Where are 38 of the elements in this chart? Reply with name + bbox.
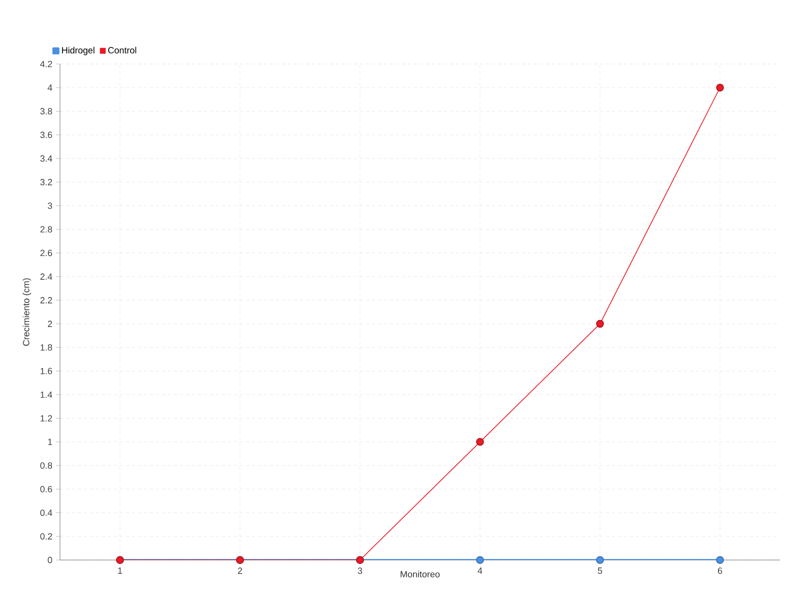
legend-label: Hidrogel [62, 46, 94, 56]
y-tick-label: 3.4 [40, 155, 52, 162]
y-tick-label: 3 [48, 202, 52, 209]
y-tick-label: 1.8 [40, 344, 52, 351]
y-tick-label: 0 [48, 556, 52, 564]
x-tick-label: 6 [718, 568, 722, 574]
legend-label: Control [108, 46, 136, 54]
y-tick-label: 1 [48, 438, 52, 445]
y-tick-label: 1.2 [40, 415, 52, 422]
point [716, 556, 724, 564]
y-tick-label: 0.4 [40, 510, 52, 516]
y-tick-label: 2.2 [40, 297, 52, 304]
y-tick-label: 1.4 [40, 392, 52, 398]
x-tick-label: 4 [478, 568, 482, 574]
point [476, 556, 484, 564]
y-tick-label: 4 [48, 84, 52, 91]
point [596, 320, 604, 328]
y-tick-label: 3.8 [40, 108, 52, 114]
x-tick-label: 5 [598, 568, 602, 574]
y-tick-label: 1.6 [40, 368, 52, 374]
x-axis-title: Monitoreo [400, 570, 440, 578]
y-tick-label: 3.2 [40, 178, 52, 186]
y-tick-label: 2.8 [40, 226, 52, 233]
y-tick-label: 3.6 [40, 132, 52, 138]
y-tick-label: 2 [48, 320, 52, 327]
x-tick-label: 2 [238, 568, 242, 574]
x-tick-label: 1 [118, 568, 122, 574]
point [476, 438, 484, 446]
x-tick-label: 3 [358, 568, 362, 574]
point [716, 84, 724, 92]
y-tick-label: 0.6 [40, 486, 52, 492]
y-tick-label: 2.6 [40, 250, 52, 256]
point [596, 556, 604, 564]
y-tick-label: 0.8 [40, 462, 52, 469]
y-tick-label: 4.2 [40, 60, 52, 68]
y-tick-label: 0.2 [40, 533, 52, 540]
y-tick-label: 2.4 [40, 273, 52, 280]
y-axis-title: Crecimiento (cm) [22, 278, 32, 346]
